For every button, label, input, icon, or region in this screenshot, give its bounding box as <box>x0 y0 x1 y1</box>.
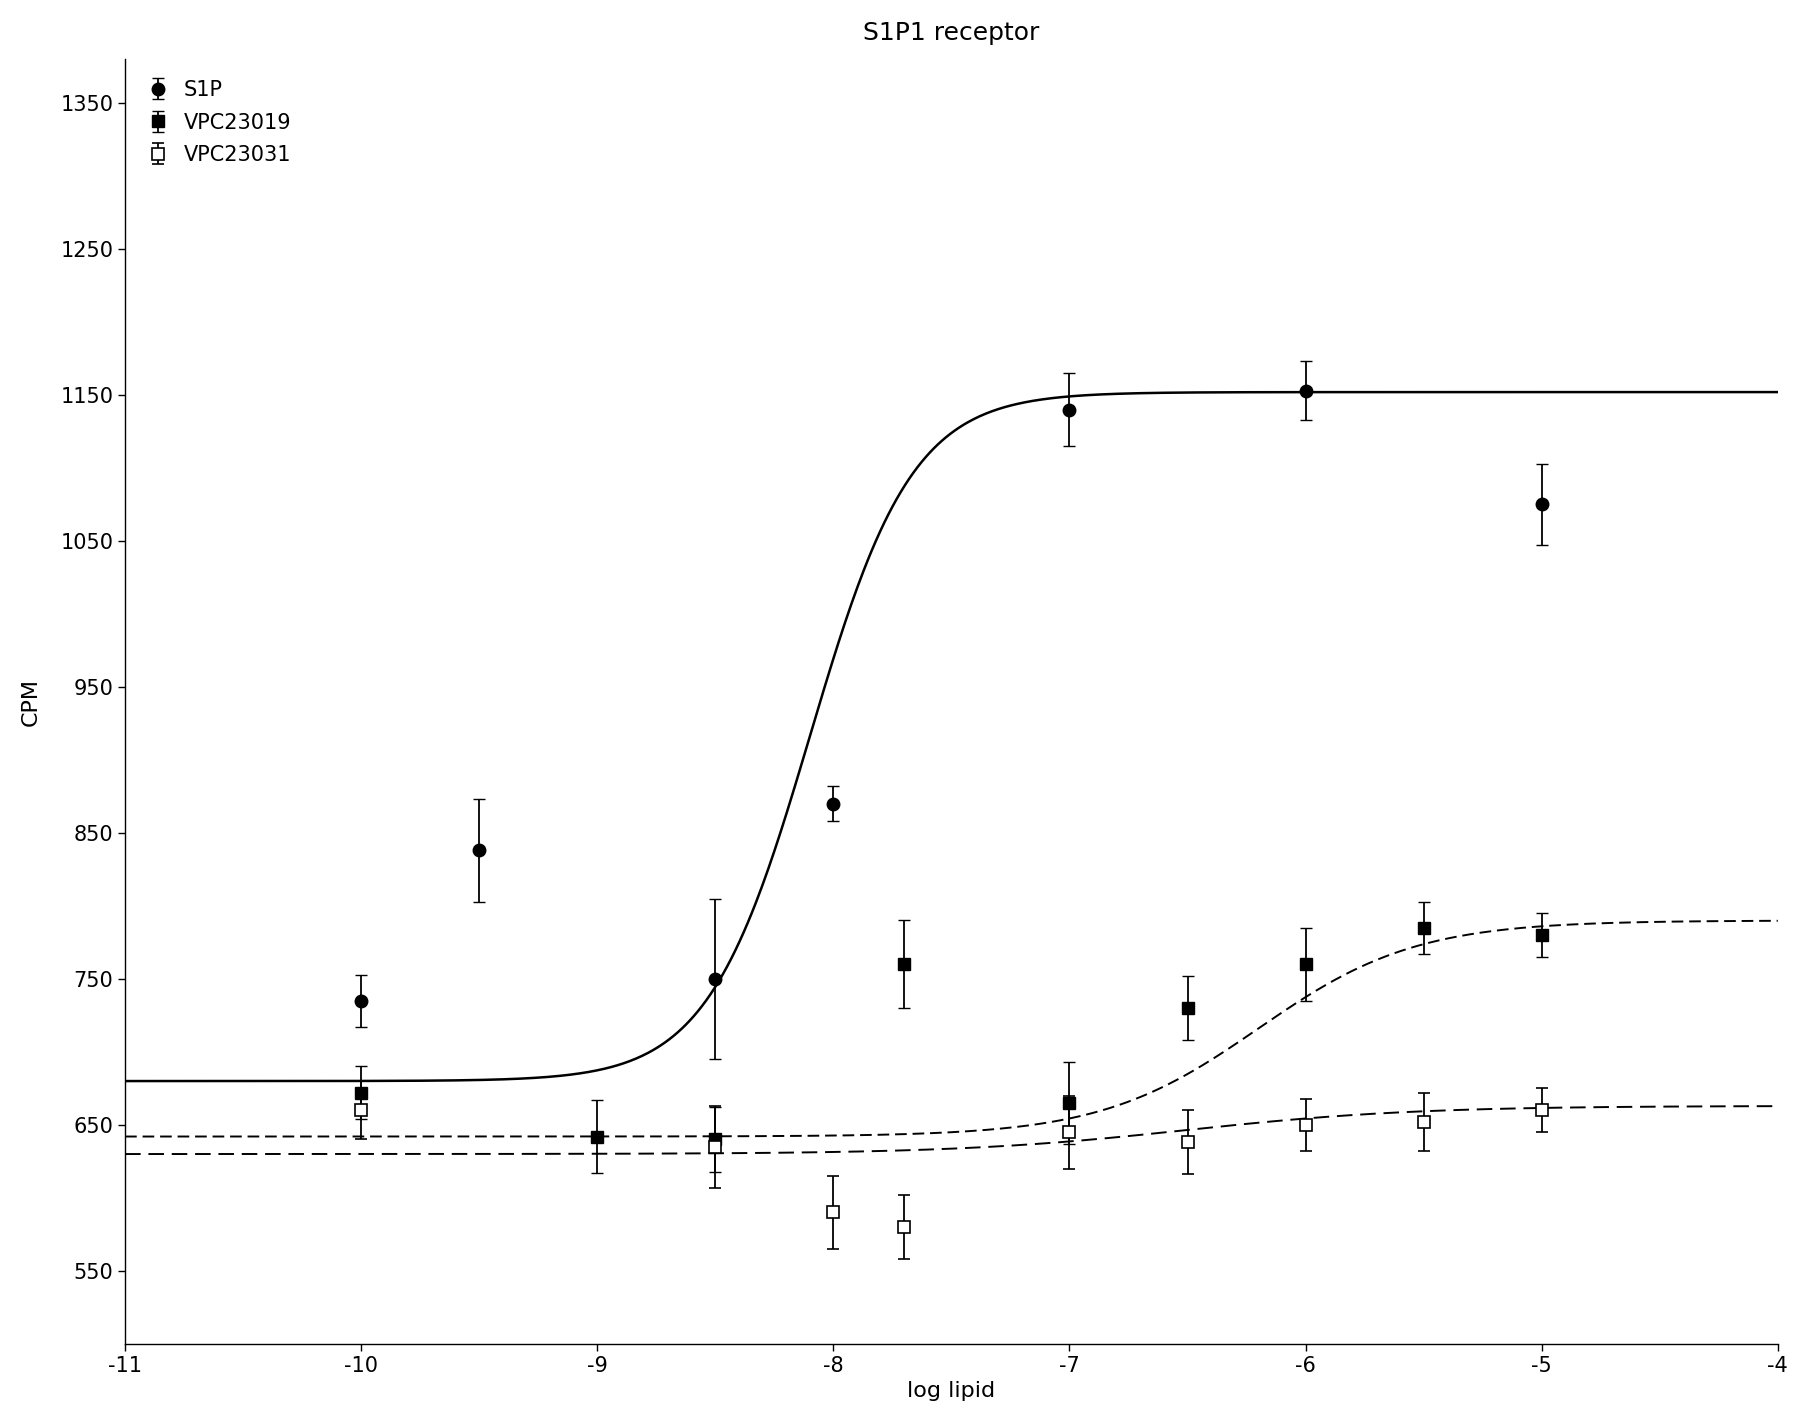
Legend: S1P, VPC23019, VPC23031: S1P, VPC23019, VPC23031 <box>136 70 302 175</box>
X-axis label: log lipid: log lipid <box>908 1381 995 1401</box>
Y-axis label: CPM: CPM <box>22 677 42 725</box>
Title: S1P1 receptor: S1P1 receptor <box>863 21 1040 46</box>
